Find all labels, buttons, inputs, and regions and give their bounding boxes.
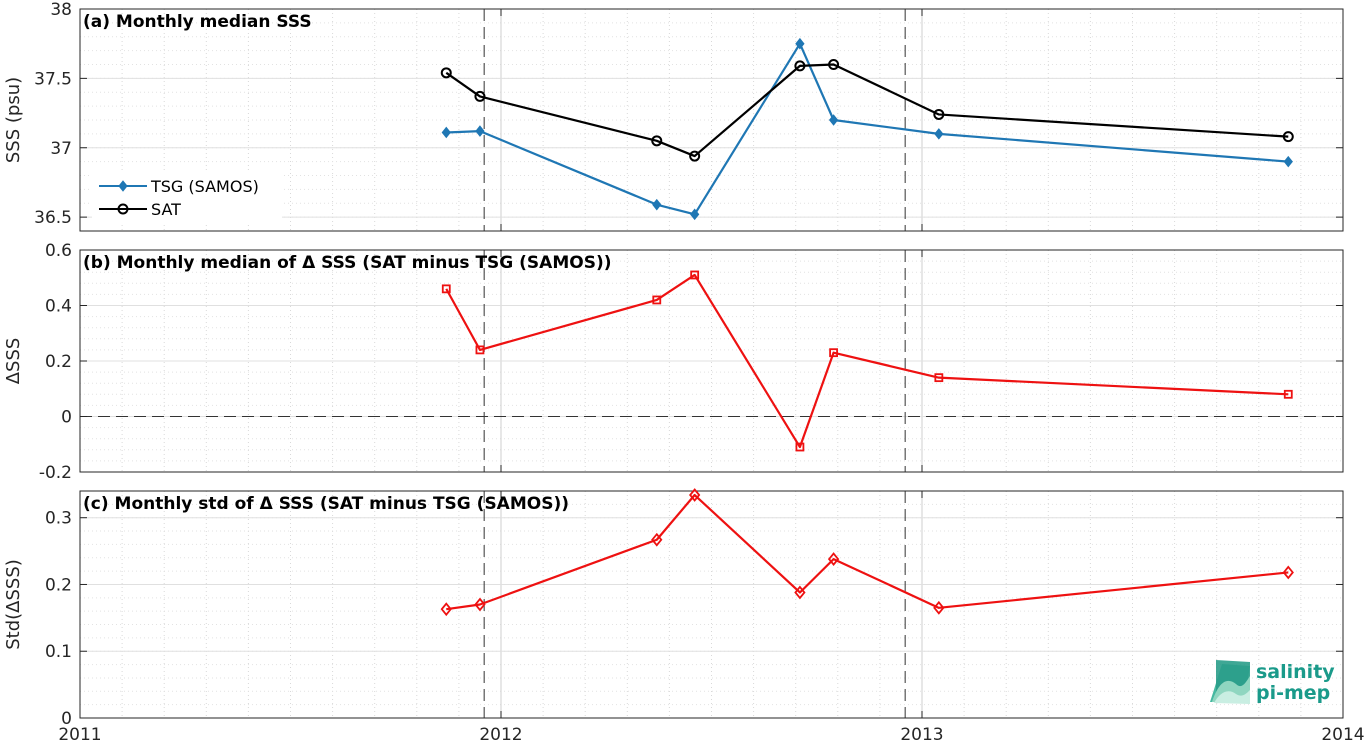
y-tick-label: 37.5	[34, 69, 72, 89]
y-tick-label: 0	[61, 408, 72, 428]
logo-text-pi-mep: pi-mep	[1256, 682, 1330, 704]
data-point	[474, 90, 486, 102]
panel-title: (a) Monthly median SSS	[83, 12, 312, 32]
data-point	[651, 532, 663, 547]
legend-label-tsg: TSG (SAMOS)	[150, 177, 259, 196]
data-point	[934, 373, 944, 383]
panel-title: (b) Monthly median of Δ SSS (SAT minus T…	[83, 253, 612, 273]
x-tick-label: 2011	[58, 725, 101, 745]
panel-title: (c) Monthly std of Δ SSS (SAT minus TSG …	[83, 494, 569, 514]
data-point	[827, 552, 840, 567]
series-line	[445, 63, 1289, 158]
data-point	[475, 345, 485, 355]
y-tick-label: -0.2	[39, 463, 72, 483]
data-point	[652, 295, 662, 305]
legend-label-sat: SAT	[151, 200, 181, 219]
data-point	[1283, 155, 1293, 168]
series-tsg-samos-	[441, 37, 1293, 221]
y-axis-label: Std(ΔSSS)	[3, 559, 24, 650]
data-point	[794, 60, 806, 72]
data-point	[934, 128, 944, 140]
y-tick-label: 0.3	[45, 509, 72, 529]
x-tick-label: 2013	[900, 725, 943, 745]
y-tick-label: 38	[50, 0, 72, 20]
legend-box	[92, 172, 282, 224]
x-tick-label: 2012	[479, 725, 522, 745]
y-axis-label: ΔSSS	[3, 338, 24, 385]
data-point	[651, 135, 663, 147]
y-tick-label: 0.2	[45, 352, 72, 372]
data-point	[794, 585, 806, 600]
data-point	[688, 488, 701, 502]
data-point	[829, 348, 838, 358]
data-point	[795, 442, 805, 452]
data-point	[440, 602, 452, 617]
grid	[79, 249, 1344, 473]
data-point	[828, 59, 840, 70]
y-tick-label: 0.1	[45, 642, 72, 662]
logo-text-salinity: salinity	[1256, 661, 1335, 683]
series-sat	[440, 59, 1294, 162]
y-tick-label: 36.5	[34, 208, 72, 228]
data-point	[933, 108, 945, 120]
logo-wave-icon	[1210, 660, 1250, 704]
legend-marker-sat	[117, 203, 129, 215]
axes-box	[79, 490, 1344, 719]
data-point	[652, 198, 662, 211]
x-tick-label: 2014	[1321, 725, 1364, 745]
y-tick-label: 0.4	[45, 297, 72, 317]
data-point	[441, 284, 451, 294]
data-point	[828, 114, 839, 126]
y-tick-label: 0	[61, 709, 72, 729]
legend-marker-tsg	[118, 180, 128, 192]
data-point	[690, 208, 700, 221]
y-tick-label: 0.6	[45, 241, 72, 261]
y-axis-label: SSS (psu)	[3, 77, 24, 163]
data-point	[475, 125, 485, 137]
panel-a-median-sss: 36.5 37 37.5 38 SSS (psu) (a) Monthly median …	[3, 0, 1344, 232]
salinity-pi-mep-logo: salinity pi-mep	[1210, 660, 1335, 704]
y-tick-label: 37	[50, 139, 72, 159]
panel-c-std-delta-sss: 0 0.1 0.2 0.3 2011 2012 2013 2014 Std(ΔSSS) (c) M…	[3, 488, 1365, 745]
data-point	[474, 597, 486, 612]
y-tick-label: 0.2	[45, 575, 72, 595]
series-delta-b	[441, 270, 1293, 452]
data-point	[1282, 565, 1294, 580]
data-point	[795, 37, 805, 50]
series-line	[446, 42, 1289, 216]
data-point	[440, 67, 452, 79]
data-point	[1283, 389, 1293, 399]
data-point	[689, 150, 701, 162]
data-point	[441, 126, 451, 139]
legend: TSG (SAMOS) SAT	[92, 172, 282, 224]
series-line	[445, 273, 1289, 449]
series-line	[446, 493, 1289, 611]
axes-box	[79, 8, 1344, 232]
data-point	[933, 600, 945, 615]
grid	[79, 491, 1344, 719]
panel-b-median-delta-sss: -0.2 0 0.2 0.4 0.6 ΔSSS (b) Monthly median of …	[3, 241, 1344, 483]
series-delta-c	[440, 488, 1294, 617]
data-point	[1282, 131, 1294, 143]
data-point	[690, 270, 700, 280]
